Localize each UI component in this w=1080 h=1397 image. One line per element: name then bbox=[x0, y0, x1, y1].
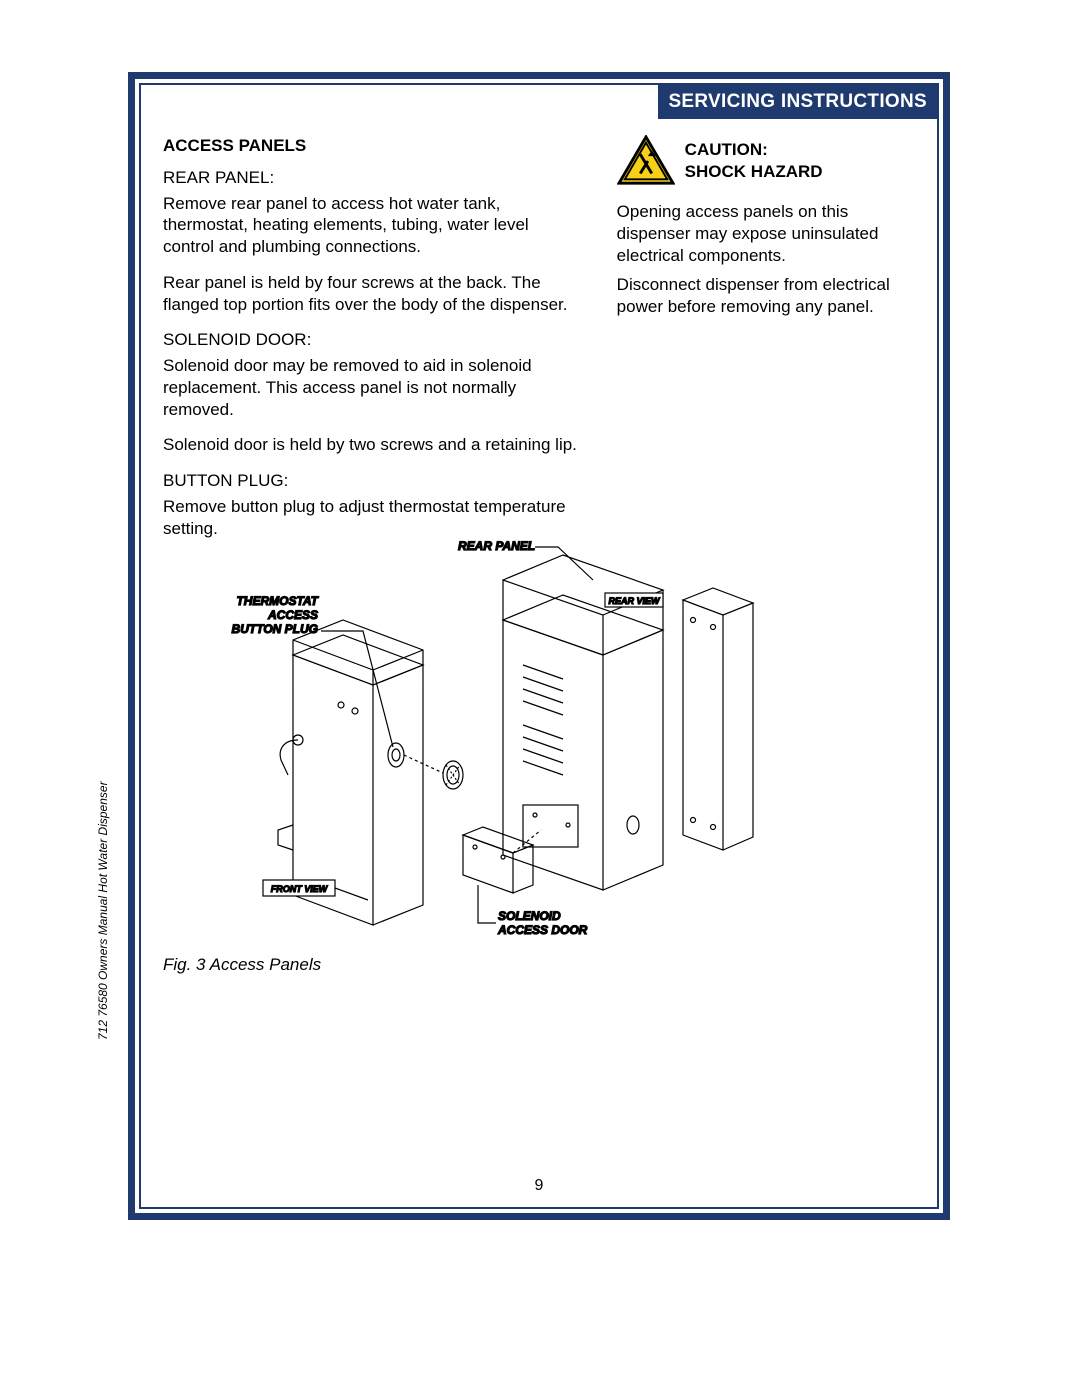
thermostat-callout-3: BUTTON PLUG bbox=[232, 622, 318, 636]
thermostat-callout-1: THERMOSTAT bbox=[236, 594, 319, 608]
front-view-label: FRONT VIEW bbox=[271, 884, 329, 894]
section-header-text: SERVICING INSTRUCTIONS bbox=[668, 91, 927, 112]
page-number: 9 bbox=[141, 1177, 937, 1195]
caution-header-row: CAUTION: SHOCK HAZARD bbox=[617, 135, 915, 187]
warning-triangle-icon bbox=[617, 135, 675, 187]
solenoid-heading: SOLENOID DOOR: bbox=[163, 329, 581, 351]
solenoid-p1: Solenoid door may be removed to aid in s… bbox=[163, 355, 581, 420]
access-panels-diagram: FRONT VIEW bbox=[163, 525, 923, 955]
solenoid-callout-1: SOLENOID bbox=[498, 909, 561, 923]
button-plug-heading: BUTTON PLUG: bbox=[163, 470, 581, 492]
page-inner-frame: SERVICING INSTRUCTIONS ACCESS PANELS REA… bbox=[139, 83, 939, 1209]
figure-area: FRONT VIEW bbox=[163, 525, 923, 955]
caution-title-2: SHOCK HAZARD bbox=[685, 161, 823, 183]
caution-title-1: CAUTION: bbox=[685, 139, 823, 161]
page-outer-frame: SERVICING INSTRUCTIONS ACCESS PANELS REA… bbox=[128, 72, 950, 1220]
access-panels-title: ACCESS PANELS bbox=[163, 135, 581, 157]
rear-panel-p2: Rear panel is held by four screws at the… bbox=[163, 272, 581, 316]
caution-title-block: CAUTION: SHOCK HAZARD bbox=[685, 139, 823, 183]
side-document-id: 712 76580 Owners Manual Hot Water Dispen… bbox=[96, 781, 110, 1040]
two-column-layout: ACCESS PANELS REAR PANEL: Remove rear pa… bbox=[163, 135, 915, 553]
button-plug-part bbox=[443, 761, 463, 789]
rear-panel-heading: REAR PANEL: bbox=[163, 167, 581, 189]
caution-p2: Disconnect dispenser from electrical pow… bbox=[617, 274, 915, 318]
solenoid-p2: Solenoid door is held by two screws and … bbox=[163, 434, 581, 456]
caution-p1: Opening access panels on this dispenser … bbox=[617, 201, 915, 266]
content-area: ACCESS PANELS REAR PANEL: Remove rear pa… bbox=[163, 135, 915, 553]
rear-panel-callout: REAR PANEL bbox=[458, 539, 535, 553]
front-unit bbox=[278, 620, 423, 925]
solenoid-callout-2: ACCESS DOOR bbox=[497, 923, 588, 937]
caution-block: CAUTION: SHOCK HAZARD Opening access pan… bbox=[617, 135, 915, 318]
figure-caption: Fig. 3 Access Panels bbox=[163, 955, 321, 975]
left-column: ACCESS PANELS REAR PANEL: Remove rear pa… bbox=[163, 135, 581, 553]
section-header: SERVICING INSTRUCTIONS bbox=[658, 85, 937, 119]
rear-panel-p1: Remove rear panel to access hot water ta… bbox=[163, 193, 581, 258]
rear-view-label: REAR VIEW bbox=[608, 596, 661, 606]
thermostat-callout-2: ACCESS bbox=[267, 608, 318, 622]
rear-panel-part bbox=[683, 588, 753, 850]
right-column: CAUTION: SHOCK HAZARD Opening access pan… bbox=[617, 135, 915, 553]
